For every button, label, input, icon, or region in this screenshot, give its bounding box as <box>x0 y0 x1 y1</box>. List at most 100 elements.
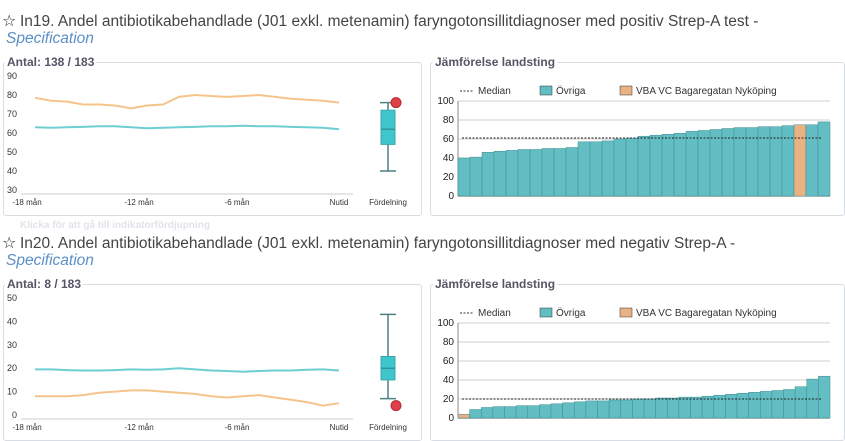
bar <box>585 400 598 419</box>
trend-panel[interactable] <box>3 284 422 441</box>
y-tick-label: 90 <box>7 71 17 81</box>
y-tick-label: 80 <box>443 337 455 348</box>
y-tick-label: 40 <box>7 166 17 176</box>
bar <box>574 401 587 419</box>
x-tick-label: -12 mån <box>124 423 153 432</box>
bar <box>469 409 482 419</box>
bar <box>527 405 540 419</box>
bar <box>817 121 831 197</box>
series-line <box>34 93 340 110</box>
y-tick-label: 0 <box>448 413 454 424</box>
box-marker <box>390 400 402 412</box>
y-tick-label: 80 <box>443 115 455 126</box>
y-tick-label: 60 <box>443 356 455 367</box>
bar <box>515 405 528 419</box>
y-tick-label: 0 <box>448 191 454 202</box>
bar <box>678 396 691 419</box>
y-tick-label: 40 <box>7 316 17 326</box>
bar <box>690 396 703 419</box>
trend-chart: 0 10 20 30 40 50 -18 mån -12 mån -6 mån Nutid Förd… <box>7 293 407 432</box>
legend-label: Övriga <box>556 85 586 97</box>
bar <box>562 402 575 419</box>
bar <box>783 389 796 419</box>
indicator-title: In20. Andel antibiotikabehandlade (J01 e… <box>20 235 736 252</box>
bar <box>818 375 831 419</box>
bar <box>492 406 505 419</box>
bar <box>667 397 680 419</box>
bar <box>504 406 517 419</box>
legend-label: Median <box>478 86 511 97</box>
compare-panel-title: Jämförelse landsting <box>433 55 558 69</box>
series-line <box>34 124 340 131</box>
series-line <box>35 367 340 373</box>
y-tick-label: 70 <box>7 109 17 119</box>
indicator-title-row: ☆ In20. Andel antibiotikabehandlade (J01 … <box>2 234 735 252</box>
bar <box>539 404 552 419</box>
compare-panel-title: Jämförelse landsting <box>433 277 558 291</box>
y-tick-label: 80 <box>7 90 17 100</box>
x-tick-label: -12 mån <box>124 198 153 207</box>
y-tick-label: 100 <box>437 318 454 329</box>
star-icon[interactable]: ☆ <box>2 233 17 252</box>
trend-panel-title: Antal: 8 / 183 <box>5 277 84 291</box>
box-marker <box>390 97 402 109</box>
x-tick-label: -6 mån <box>225 423 250 432</box>
bar-highlight <box>457 413 470 419</box>
legend-label: Övriga <box>556 307 586 319</box>
bar <box>655 397 668 419</box>
trend-panel[interactable] <box>3 62 422 216</box>
bar <box>643 398 656 419</box>
specification-link[interactable]: Specification <box>6 252 94 269</box>
bar <box>760 391 773 419</box>
x-tick-label: Nutid <box>330 198 349 207</box>
bar <box>748 392 761 419</box>
y-tick-label: 50 <box>7 293 17 303</box>
x-tick-label: -6 mån <box>225 198 250 207</box>
y-tick-label: 20 <box>443 172 455 183</box>
star-icon[interactable]: ☆ <box>2 11 17 30</box>
trend-chart: 30 40 50 60 70 80 90 -18 mån -12 mån -6 mån Nutid F… <box>7 71 407 207</box>
y-tick-label: 40 <box>443 153 455 164</box>
trend-panel-title: Antal: 138 / 183 <box>5 55 97 69</box>
y-tick-label: 30 <box>7 340 17 350</box>
series-line <box>35 389 340 407</box>
y-tick-label: 30 <box>7 185 17 195</box>
indicator-hint[interactable]: Klicka för att gå till indikatorfördjupn… <box>20 220 211 231</box>
bar <box>608 399 621 419</box>
bar <box>620 399 633 419</box>
bar <box>597 400 610 419</box>
indicator-in19: ☆ In19. Andel antibiotikabehandlade (J01 … <box>2 12 845 216</box>
legend-ovriga-swatch <box>539 85 553 96</box>
box-label: Fördelning <box>369 423 407 432</box>
bar <box>794 386 807 419</box>
box-label: Fördelning <box>369 198 407 207</box>
legend-label: VBA VC Bagaregatan Nyköping <box>636 308 777 319</box>
bar <box>481 407 494 419</box>
y-tick-label: 10 <box>7 387 17 397</box>
y-tick-label: 20 <box>7 363 17 373</box>
legend-ovriga-swatch <box>539 307 553 318</box>
x-tick-label: -18 mån <box>12 198 41 207</box>
bar <box>771 390 784 419</box>
y-tick-label: 0 <box>12 410 17 420</box>
y-tick-label: 60 <box>443 134 455 145</box>
specification-link[interactable]: Specification <box>6 30 94 47</box>
x-tick-label: -18 mån <box>12 423 41 432</box>
y-tick-label: 100 <box>437 96 454 107</box>
bar <box>736 393 749 419</box>
legend-label: VBA VC Bagaregatan Nyköping <box>636 86 777 97</box>
bar <box>550 403 563 419</box>
y-tick-label: 50 <box>7 147 17 157</box>
compare-chart: Median Övriga VBA VC Bagaregatan Nyköping 0… <box>437 85 831 202</box>
legend-highlight-swatch <box>619 85 633 96</box>
indicator-title: In19. Andel antibiotikabehandlade (J01 e… <box>20 13 759 30</box>
box-iqr <box>380 109 396 145</box>
indicator-title-row: ☆ In19. Andel antibiotikabehandlade (J01 … <box>2 12 758 30</box>
y-tick-label: 40 <box>443 375 455 386</box>
bar <box>632 398 645 419</box>
y-tick-label: 60 <box>7 128 17 138</box>
y-tick-label: 20 <box>443 394 455 405</box>
legend-label: Median <box>478 308 511 319</box>
compare-chart: Median Övriga VBA VC Bagaregatan Nyköping 0… <box>437 307 831 424</box>
